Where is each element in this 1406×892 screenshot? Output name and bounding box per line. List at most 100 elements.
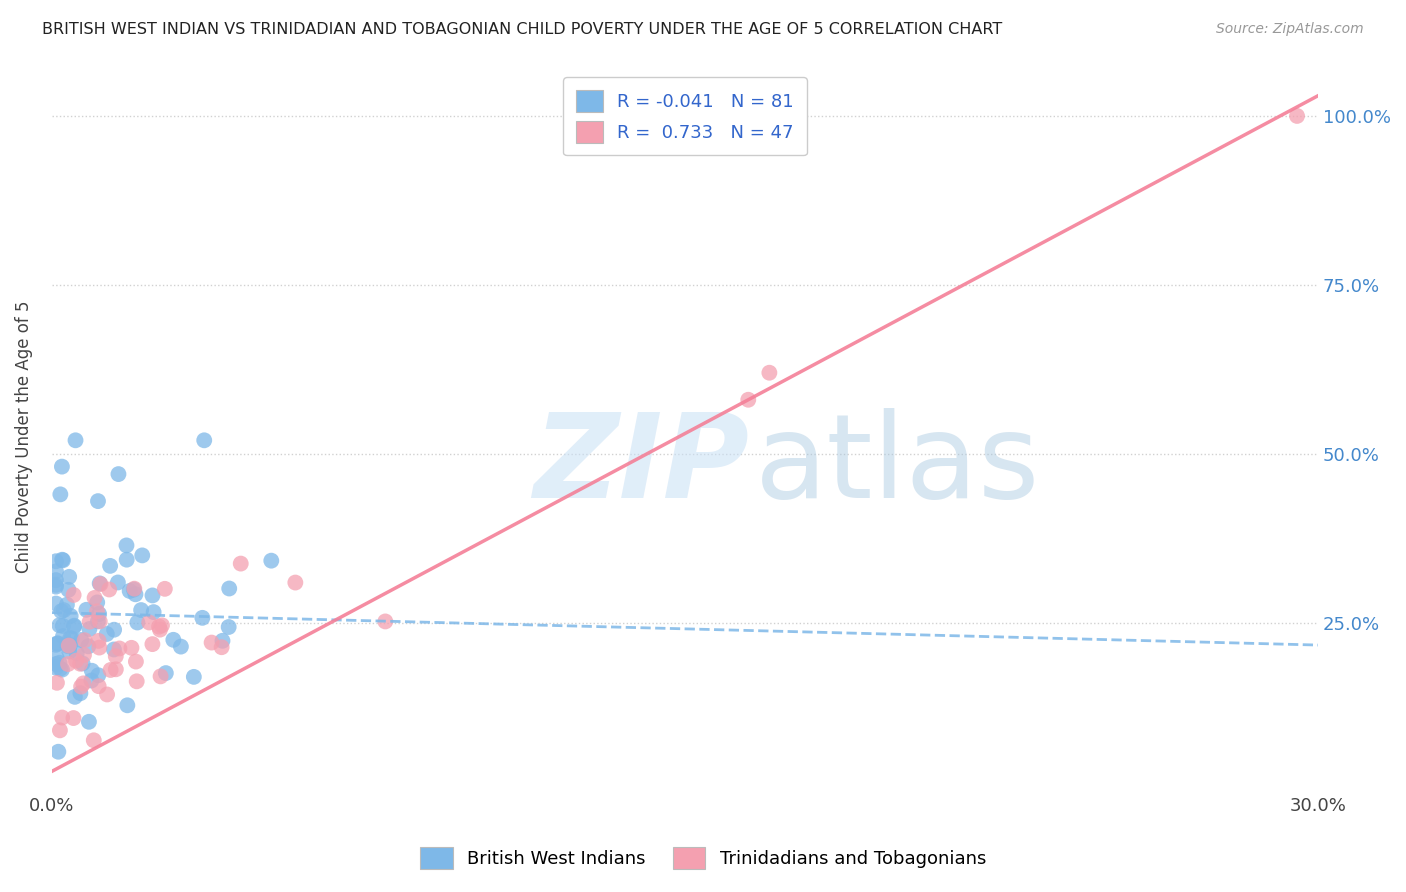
Point <box>52 629 75 643</box>
Point <box>51 459 73 474</box>
Point <box>1285 109 1308 123</box>
Point <box>191 611 214 625</box>
Point <box>77 640 100 654</box>
Point <box>125 655 148 669</box>
Point <box>107 575 129 590</box>
Point <box>96 627 118 641</box>
Point <box>86 595 108 609</box>
Point <box>65 434 87 448</box>
Point <box>62 711 84 725</box>
Point <box>73 648 96 662</box>
Point <box>52 553 75 567</box>
Point <box>79 622 101 636</box>
Point <box>48 618 70 632</box>
Point <box>52 603 75 617</box>
Point <box>170 640 193 654</box>
Point <box>142 605 165 619</box>
Point <box>59 632 82 646</box>
Point <box>211 640 233 655</box>
Point <box>115 552 138 566</box>
Point <box>103 642 125 657</box>
Point <box>83 733 105 747</box>
Point <box>59 638 82 652</box>
Point <box>124 587 146 601</box>
Point <box>46 636 69 650</box>
Point <box>77 714 100 729</box>
Point <box>89 576 111 591</box>
Point <box>103 623 125 637</box>
Point <box>86 604 108 618</box>
Point <box>96 688 118 702</box>
Text: BRITISH WEST INDIAN VS TRINIDADIAN AND TOBAGONIAN CHILD POVERTY UNDER THE AGE OF: BRITISH WEST INDIAN VS TRINIDADIAN AND T… <box>42 22 1002 37</box>
Point <box>45 554 67 568</box>
Point <box>108 641 131 656</box>
Point <box>63 619 86 633</box>
Point <box>45 661 67 675</box>
Point <box>131 549 153 563</box>
Point <box>73 633 96 648</box>
Point <box>118 584 141 599</box>
Point <box>45 597 67 611</box>
Point <box>117 698 139 713</box>
Point <box>127 615 149 630</box>
Point <box>100 663 122 677</box>
Point <box>79 615 101 629</box>
Point <box>87 633 110 648</box>
Point <box>148 619 170 633</box>
Point <box>59 609 82 624</box>
Point <box>149 669 172 683</box>
Y-axis label: Child Poverty Under the Age of 5: Child Poverty Under the Age of 5 <box>15 301 32 574</box>
Point <box>48 656 70 670</box>
Point <box>58 570 80 584</box>
Point <box>45 638 67 652</box>
Point <box>193 434 215 448</box>
Point <box>69 657 91 671</box>
Point <box>284 575 307 590</box>
Point <box>45 580 67 594</box>
Point <box>98 582 121 597</box>
Point <box>211 633 233 648</box>
Point <box>122 582 145 597</box>
Point <box>46 636 69 650</box>
Point <box>60 632 83 646</box>
Point <box>51 604 73 618</box>
Point <box>75 603 97 617</box>
Point <box>80 673 103 688</box>
Point <box>98 558 121 573</box>
Point <box>46 745 69 759</box>
Point <box>63 690 86 704</box>
Point <box>183 670 205 684</box>
Point <box>162 632 184 647</box>
Point <box>87 494 110 508</box>
Point <box>51 552 73 566</box>
Point <box>49 487 72 501</box>
Point <box>104 662 127 676</box>
Point <box>138 615 160 630</box>
Point <box>260 554 283 568</box>
Point <box>58 582 80 597</box>
Point <box>129 603 152 617</box>
Point <box>66 646 89 660</box>
Text: atlas: atlas <box>755 408 1040 523</box>
Point <box>45 565 67 579</box>
Text: ZIP: ZIP <box>533 408 749 523</box>
Legend: R = -0.041   N = 81, R =  0.733   N = 47: R = -0.041 N = 81, R = 0.733 N = 47 <box>564 77 807 155</box>
Point <box>124 582 146 596</box>
Point <box>45 650 67 665</box>
Point <box>218 582 240 596</box>
Point <box>125 674 148 689</box>
Point <box>155 666 177 681</box>
Point <box>153 582 176 596</box>
Point <box>70 632 93 647</box>
Point <box>45 657 67 671</box>
Point <box>229 557 252 571</box>
Point <box>58 639 80 653</box>
Point <box>56 657 79 671</box>
Point <box>87 668 110 682</box>
Point <box>218 620 240 634</box>
Point <box>149 623 172 637</box>
Point <box>121 640 143 655</box>
Point <box>89 607 111 621</box>
Point <box>107 467 129 481</box>
Point <box>87 615 110 629</box>
